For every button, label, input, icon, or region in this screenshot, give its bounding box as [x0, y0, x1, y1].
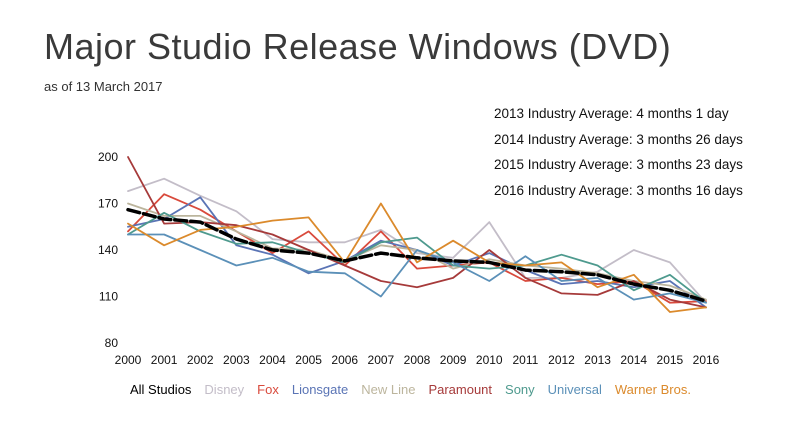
series-line-all-studios: [126, 207, 708, 303]
x-tick-label: 2000: [115, 353, 142, 367]
industry-average-2015: 2015 Industry Average: 3 months 23 days: [494, 157, 743, 172]
industry-averages-panel: 2013 Industry Average: 4 months 1 day 20…: [494, 101, 743, 203]
x-tick-label: 2009: [440, 353, 467, 367]
y-tick-label: 200: [98, 150, 118, 164]
y-tick-label: 170: [98, 197, 118, 211]
x-tick-label: 2004: [259, 353, 286, 367]
series-line-sony: [127, 211, 707, 304]
x-tick-label: 2003: [223, 353, 250, 367]
x-tick-label: 2016: [693, 353, 720, 367]
legend-item-universal: Universal: [547, 382, 602, 397]
x-tick-label: 2006: [331, 353, 358, 367]
legend-item-all-studios: All Studios: [130, 382, 192, 397]
series-line-warner-bros: [127, 202, 707, 313]
y-tick-label: 80: [105, 336, 119, 350]
series-line-universal: [127, 233, 707, 304]
legend-item-lionsgate: Lionsgate: [291, 382, 349, 397]
series-line-paramount: [127, 156, 707, 309]
legend-item-new-line: New Line: [361, 382, 416, 397]
industry-average-2016: 2016 Industry Average: 3 months 16 days: [494, 182, 743, 198]
legend-item-fox: Fox: [257, 382, 279, 397]
chart-title: Major Studio Release Windows (DVD): [44, 26, 672, 67]
x-tick-label: 2007: [368, 353, 395, 367]
legend-item-sony: Sony: [505, 382, 535, 397]
x-tick-label: 2005: [295, 353, 322, 367]
series-line-disney: [127, 177, 707, 304]
x-tick-label: 2015: [657, 353, 684, 367]
x-tick-label: 2008: [404, 353, 431, 367]
industry-average-2014: 2014 Industry Average: 3 months 26 days: [494, 131, 743, 147]
chart-legend: All Studios Disney Fox Lionsgate New Line Par…: [130, 382, 704, 397]
y-tick-label: 110: [99, 290, 118, 304]
x-tick-label: 2010: [476, 353, 503, 367]
legend-item-disney: Disney: [204, 382, 245, 397]
chart-subtitle: as of 13 March 2017: [44, 79, 163, 94]
x-tick-label: 2013: [584, 353, 611, 367]
x-tick-label: 2012: [548, 353, 575, 367]
y-tick-label: 140: [98, 243, 118, 257]
legend-item-paramount: Paramount: [428, 382, 493, 397]
x-tick-label: 2001: [151, 353, 178, 367]
x-tick-label: 2011: [512, 353, 538, 367]
x-tick-label: 2014: [620, 353, 647, 367]
legend-item-warner-bros: Warner Bros.: [614, 382, 691, 397]
x-tick-label: 2002: [187, 353, 214, 367]
industry-average-2013: 2013 Industry Average: 4 months 1 day: [494, 106, 729, 121]
